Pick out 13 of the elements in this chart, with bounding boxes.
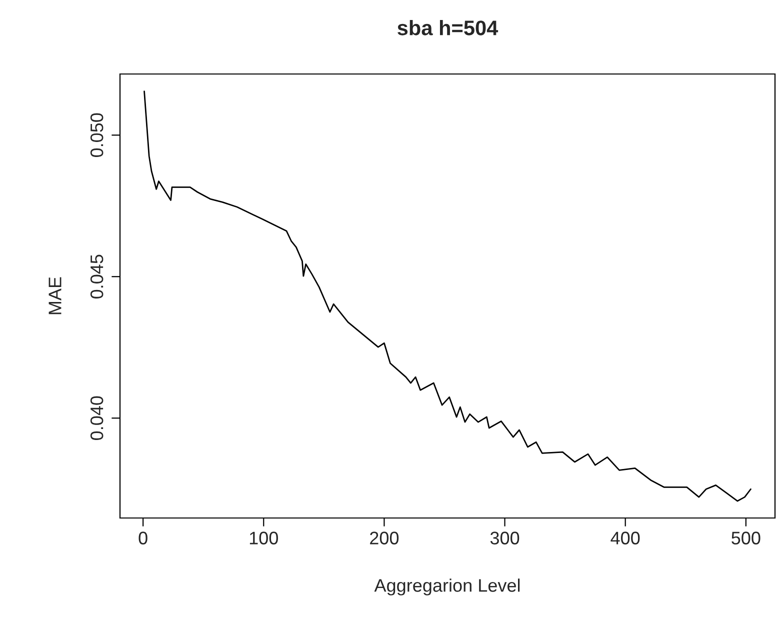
y-axis-title: MAE	[48, 277, 62, 314]
chart-title: sba h=504	[398, 20, 498, 36]
x-tick-label: 200	[370, 532, 399, 544]
x-tick-label: 300	[490, 532, 520, 544]
x-tick-label: 500	[732, 532, 760, 544]
x-tick-label: 0	[138, 532, 148, 544]
x-tick-label: 400	[610, 532, 640, 544]
y-tick-label: 0.040	[90, 396, 104, 440]
x-tick-label: 100	[250, 532, 278, 544]
y-tick-label: 0.050	[90, 113, 104, 158]
y-tick-label: 0.045	[90, 254, 104, 298]
line-series	[144, 90, 752, 502]
x-axis-title: Aggregarion Level	[374, 578, 520, 596]
